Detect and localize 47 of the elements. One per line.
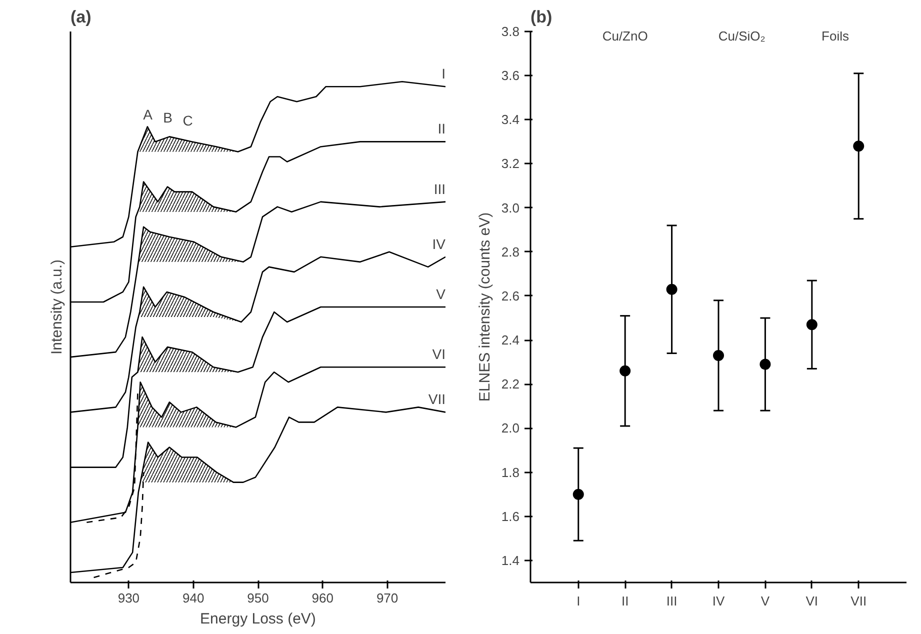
y-tick-label: 2.0 [501,420,520,436]
point [666,284,678,295]
point [760,358,771,370]
series-label: VI [432,346,446,362]
series-label: II [438,120,446,137]
series-label: III [434,180,446,197]
y-tick-label: 3.8 [501,24,520,39]
point [713,350,724,361]
x-tick-label: I [576,594,580,608]
y-tick-label: 3.4 [501,112,520,128]
x-tick-label: II [621,594,629,608]
series-label: V [436,286,446,302]
x-tick-label: 950 [247,590,269,606]
series-label: VII [428,391,446,408]
x-tick-label: 940 [182,590,204,606]
y-tick-label: 1.8 [501,464,520,480]
series-label: I [442,66,446,82]
chart-title: (a) [70,8,92,26]
x-tick-label: IV [712,594,725,608]
y-tick-label: 2.2 [501,376,520,392]
y-tick-label: 1.4 [501,552,520,568]
x-tick-label: 930 [118,590,140,606]
series-label: IV [432,236,446,252]
point [572,488,584,500]
x-tick-label: V [760,594,770,608]
y-tick-label: 3.0 [501,200,520,216]
y-axis-title: ELNES intensity (counts eV) [476,212,494,402]
y-tick-label: 1.6 [501,508,520,524]
x-tick-label: 960 [312,590,334,606]
y-tick-label: 3.6 [501,68,520,84]
y-tick-label: 3.2 [501,156,520,172]
x-axis-title: Energy Loss (eV) [200,610,316,628]
annotation: A [143,106,154,123]
y-tick-label: 2.8 [501,244,520,260]
point [620,365,631,376]
annotation: B [163,110,172,126]
x-tick-label: 970 [376,590,398,606]
y-axis-title: Intensity (a.u.) [48,259,66,355]
x-tick-label: VII [850,594,867,608]
chart-title: (b) [530,8,552,26]
y-tick-label: 2.6 [501,288,520,304]
point [853,140,864,152]
annotation: C [182,112,193,129]
x-tick-label: VI [806,594,818,608]
x-tick-label: III [666,594,678,608]
point [806,319,818,330]
y-tick-label: 2.4 [501,332,520,348]
